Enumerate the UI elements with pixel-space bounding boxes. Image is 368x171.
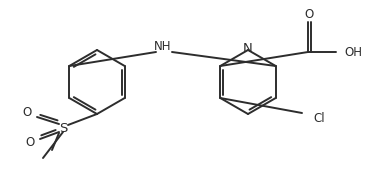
Text: N: N [243, 43, 253, 56]
Text: O: O [304, 9, 314, 22]
Text: OH: OH [344, 45, 362, 58]
Text: O: O [25, 136, 35, 149]
Text: O: O [22, 107, 32, 120]
Text: Cl: Cl [313, 113, 325, 126]
Text: S: S [59, 122, 67, 135]
Text: NH: NH [154, 41, 172, 54]
